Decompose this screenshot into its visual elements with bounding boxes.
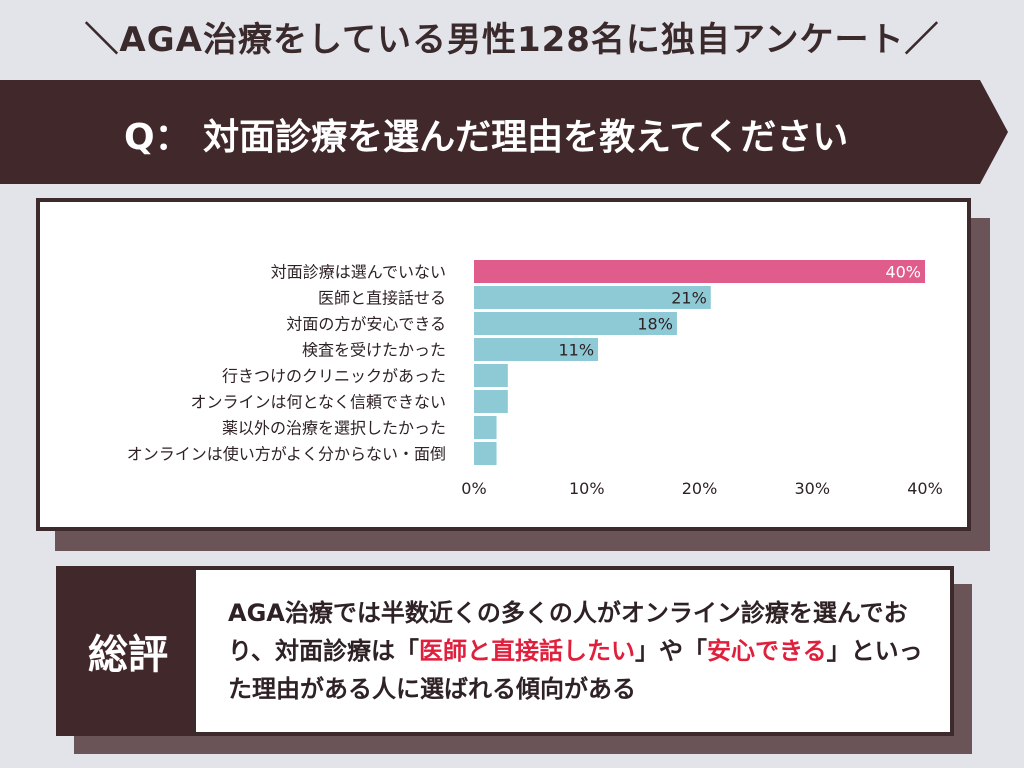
bar-4: [474, 364, 508, 387]
summary-tag: [56, 566, 200, 736]
survey-title: ＼AGA治療をしている男性128名に独自アンケート／: [84, 20, 940, 60]
category-label-4: 行きつけのクリニックがあった: [222, 367, 446, 386]
category-label-6: 薬以外の治療を選択したかった: [222, 419, 446, 438]
bar-1: [474, 286, 711, 309]
summary-highlight-relief: 安心できる: [707, 637, 827, 665]
category-label-3: 検査を受けたかった: [302, 341, 446, 360]
bar-2: [474, 312, 677, 335]
summary-text-part-1: AGA治療では半数近くの多くの人がオンライン診療を選んでおり、対面診療は「: [228, 599, 908, 665]
value-label-1: 21%: [671, 289, 707, 308]
summary-highlight-doctor: 医師と直接話したい: [419, 637, 636, 665]
value-label-2: 18%: [637, 315, 673, 334]
bar-6: [474, 416, 497, 439]
x-tick-label-1: 10%: [569, 479, 605, 498]
category-label-5: オンラインは何となく信頼できない: [190, 393, 446, 412]
question-banner: [0, 80, 1008, 184]
bar-0: [474, 260, 925, 283]
summary-text-part-2: 」や「: [635, 637, 708, 665]
bar-chart: 対面診療は選んでいない 40% 医師と直接話せる 21% 対面の方が安心できる 18% 検査…: [127, 260, 943, 498]
x-tick-label-4: 40%: [907, 479, 943, 498]
summary-box: AGA治療では半数近くの多くの人がオンライン診療を選んでおり、対面診療は「医師と…: [192, 566, 954, 736]
category-label-2: 対面の方が安心できる: [286, 315, 446, 334]
category-label-1: 医師と直接話せる: [318, 289, 446, 308]
value-label-3: 11%: [558, 341, 594, 360]
bar-3: [474, 338, 599, 361]
x-tick-label-0: 0%: [461, 479, 486, 498]
question-text: Q： 対面診療を選んだ理由を教えてください: [124, 117, 849, 158]
bar-5: [474, 390, 508, 413]
bar-7: [474, 442, 497, 465]
x-tick-label-2: 20%: [682, 479, 718, 498]
summary-title: 総評: [88, 632, 168, 678]
category-label-7: オンラインは使い方がよく分からない・面倒: [127, 445, 446, 464]
chart-card: 対面診療は選んでいない 40% 医師と直接話せる 21% 対面の方が安心できる 18% 検査…: [36, 198, 971, 531]
summary-text: AGA治療では半数近くの多くの人がオンライン診療を選んでおり、対面診療は「医師と…: [228, 594, 928, 708]
summary-text-part-3: 」といった理由がある人に選ばれる傾向がある: [228, 637, 923, 703]
x-tick-label-3: 30%: [794, 479, 830, 498]
category-label-0: 対面診療は選んでいない: [271, 263, 446, 282]
value-label-0: 40%: [885, 263, 921, 282]
